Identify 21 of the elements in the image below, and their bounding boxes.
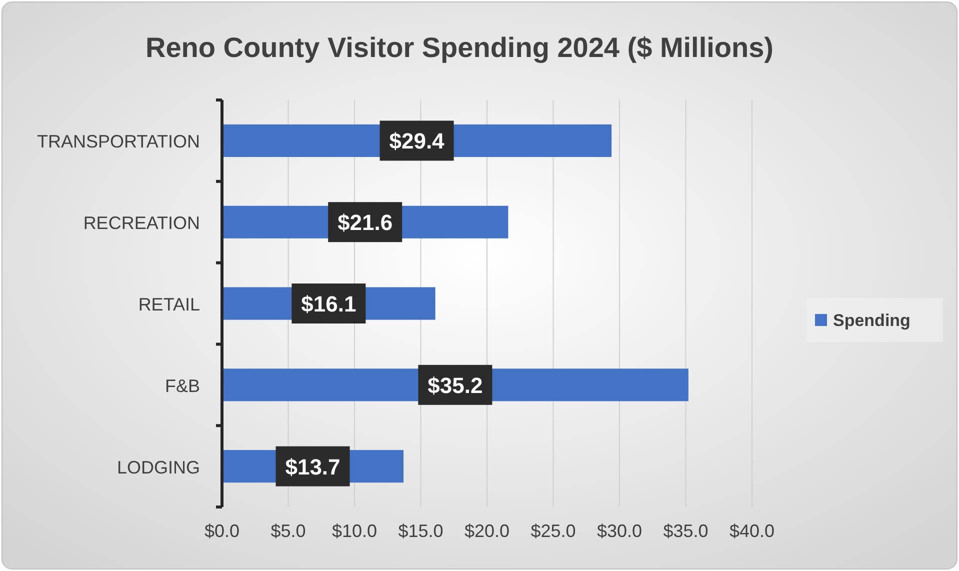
y-tick-label: RETAIL [138,294,200,314]
data-label: $13.7 [285,454,340,480]
data-label: $35.2 [428,372,483,398]
x-tick-label: $40.0 [729,521,775,541]
x-tick-label: $25.0 [530,521,576,541]
chart-title: Reno County Visitor Spending 2024 ($ Millions) [145,32,774,63]
x-tick-label: $0.0 [204,521,240,541]
x-tick-label: $5.0 [270,521,306,541]
data-label: $29.4 [389,128,446,154]
data-label: $16.1 [301,292,356,316]
x-tick-label: $35.0 [663,521,708,541]
data-label: $21.6 [338,210,393,236]
y-tick-label: LODGING [116,457,200,478]
x-tick-label: $20.0 [464,521,510,541]
x-tick-label: $10.0 [332,521,378,541]
legend-label: Spending [833,311,910,330]
y-tick-label: RECREATION [83,213,200,234]
x-tick-label: $15.0 [398,521,444,541]
y-tick-label: TRANSPORTATION [36,132,200,152]
y-tick-label: F&B [164,376,200,396]
x-tick-label: $30.0 [596,521,642,541]
